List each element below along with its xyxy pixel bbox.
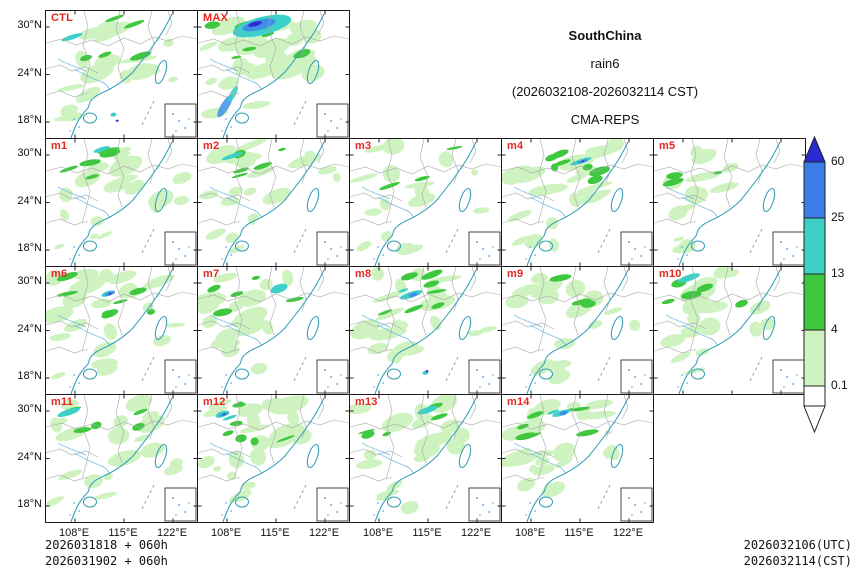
x-axis-label: 108°E bbox=[514, 527, 546, 539]
valid-time-cst: 2026032114(CST) bbox=[743, 554, 852, 568]
y-axis-label: 18°N bbox=[17, 114, 42, 126]
title-block: SouthChina rain6 (2026032108-2026032114 … bbox=[420, 22, 790, 134]
panel-label: MAX bbox=[203, 12, 229, 24]
x-axis-label: 108°E bbox=[58, 527, 90, 539]
valid-period: (2026032108-2026032114 CST) bbox=[511, 84, 699, 99]
panel-label: m10 bbox=[659, 268, 682, 280]
colorbar-label: 4 bbox=[831, 322, 838, 336]
panel-label: m13 bbox=[355, 396, 378, 408]
map-canvas bbox=[198, 139, 349, 266]
map-canvas bbox=[350, 395, 501, 522]
x-axis-label: 122°E bbox=[460, 527, 492, 539]
map-panel-m13: m13 bbox=[349, 394, 502, 523]
map-canvas bbox=[198, 267, 349, 394]
x-axis-label: 115°E bbox=[108, 527, 138, 539]
map-panel-max: MAX bbox=[197, 10, 350, 139]
valid-time-lines: 2026032106(UTC) 2026032114(CST) bbox=[610, 537, 852, 569]
map-panel-m11: m11 bbox=[45, 394, 198, 523]
map-canvas bbox=[198, 395, 349, 522]
x-axis-label: 115°E bbox=[564, 527, 594, 539]
map-panel-m1: m1 bbox=[45, 138, 198, 267]
map-canvas bbox=[46, 395, 197, 522]
panel-label: m5 bbox=[659, 140, 676, 152]
map-panel-m10: m10 bbox=[653, 266, 806, 395]
map-canvas bbox=[654, 139, 805, 266]
map-panel-m5: m5 bbox=[653, 138, 806, 267]
map-canvas bbox=[46, 139, 197, 266]
map-canvas bbox=[46, 267, 197, 394]
panel-label: m14 bbox=[507, 396, 530, 408]
chart-variable: rain6 bbox=[590, 56, 620, 71]
panel-label: m6 bbox=[51, 268, 68, 280]
panel-label: m9 bbox=[507, 268, 524, 280]
x-axis-label: 115°E bbox=[412, 527, 442, 539]
map-canvas bbox=[198, 11, 349, 138]
panel-label: m7 bbox=[203, 268, 220, 280]
map-canvas bbox=[350, 267, 501, 394]
x-axis-label: 122°E bbox=[612, 527, 644, 539]
x-axis-label: 122°E bbox=[308, 527, 340, 539]
map-panel-m12: m12 bbox=[197, 394, 350, 523]
y-axis-label: 24°N bbox=[17, 450, 42, 463]
y-axis-label: 18°N bbox=[17, 498, 42, 510]
map-panel-m2: m2 bbox=[197, 138, 350, 267]
y-axis-label: 30°N bbox=[17, 147, 42, 159]
map-panel-m14: m14 bbox=[501, 394, 654, 523]
model-name: CMA-REPS bbox=[570, 112, 640, 127]
colorbar-label: 25 bbox=[831, 210, 845, 224]
y-axis-label: 18°N bbox=[17, 242, 42, 254]
panel-label: m11 bbox=[51, 396, 74, 408]
map-panel-m7: m7 bbox=[197, 266, 350, 395]
y-axis-label: 18°N bbox=[17, 370, 42, 382]
x-axis-label: 122°E bbox=[156, 527, 188, 539]
map-canvas bbox=[502, 139, 653, 266]
map-canvas bbox=[502, 395, 653, 522]
y-axis-label: 30°N bbox=[17, 403, 42, 415]
colorbar: 60 25 13 4 0.1 bbox=[803, 136, 860, 446]
map-canvas bbox=[350, 139, 501, 266]
panel-label: m12 bbox=[203, 396, 226, 408]
colorbar-scale bbox=[803, 136, 826, 434]
colorbar-label: 60 bbox=[831, 154, 845, 168]
panel-label: m4 bbox=[507, 140, 524, 152]
map-canvas bbox=[654, 267, 805, 394]
map-panel-m8: m8 bbox=[349, 266, 502, 395]
panel-label: CTL bbox=[51, 12, 73, 24]
colorbar-label: 13 bbox=[831, 266, 845, 280]
y-axis-label: 24°N bbox=[17, 66, 42, 79]
colorbar-label: 0.1 bbox=[831, 378, 848, 392]
map-canvas bbox=[502, 267, 653, 394]
map-panel-m6: m6 bbox=[45, 266, 198, 395]
y-axis-label: 30°N bbox=[17, 275, 42, 287]
y-axis-label: 24°N bbox=[17, 322, 42, 335]
map-panel-ctl: CTL bbox=[45, 10, 198, 139]
init-time-lines: 2026031818 + 060h 2026031902 + 060h bbox=[45, 537, 168, 569]
panel-label: m3 bbox=[355, 140, 372, 152]
init-time-line-1: 2026031818 + 060h bbox=[45, 538, 168, 552]
panel-label: m8 bbox=[355, 268, 372, 280]
map-panel-m3: m3 bbox=[349, 138, 502, 267]
valid-time-utc: 2026032106(UTC) bbox=[743, 538, 852, 552]
map-panel-m9: m9 bbox=[501, 266, 654, 395]
x-axis-label: 115°E bbox=[260, 527, 290, 539]
init-time-line-2: 2026031902 + 060h bbox=[45, 554, 168, 568]
chart-title: SouthChina bbox=[568, 28, 642, 43]
y-axis-label: 24°N bbox=[17, 194, 42, 207]
y-axis-label: 30°N bbox=[17, 19, 42, 31]
x-axis-label: 108°E bbox=[362, 527, 394, 539]
map-panel-m4: m4 bbox=[501, 138, 654, 267]
map-canvas bbox=[46, 11, 197, 138]
panel-label: m1 bbox=[51, 140, 68, 152]
x-axis-label: 108°E bbox=[210, 527, 242, 539]
panel-label: m2 bbox=[203, 140, 220, 152]
